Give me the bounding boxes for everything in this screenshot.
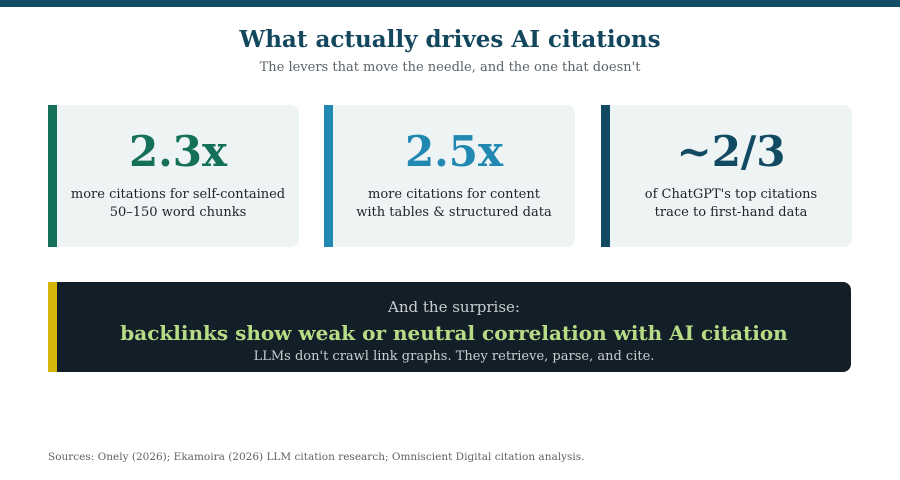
- stat-text: more citations for content: [368, 187, 540, 202]
- card-stripe: [48, 105, 57, 247]
- stat-text: with tables & structured data: [356, 205, 552, 220]
- banner-lead: And the surprise:: [388, 298, 520, 316]
- stat-value: ~2/3: [676, 127, 786, 176]
- stat-text: 50–150 word chunks: [109, 205, 247, 220]
- stat-text: more citations for self-contained: [70, 187, 286, 202]
- top-bar: [0, 0, 900, 7]
- stat-card: ~2/3 of ChatGPT's top citations trace to…: [601, 105, 852, 247]
- surprise-banner: And the surprise: backlinks show weak or…: [48, 282, 851, 372]
- banner-headline: backlinks show weak or neutral correlati…: [120, 321, 788, 345]
- card-stripe: [324, 105, 333, 247]
- banner-note: LLMs don't crawl link graphs. They retri…: [253, 349, 655, 364]
- title: What actually drives AI citations: [239, 26, 661, 53]
- card-stripe: [601, 105, 610, 247]
- stat-value: 2.5x: [404, 127, 504, 176]
- stat-text: of ChatGPT's top citations: [644, 187, 818, 202]
- subtitle: The levers that move the needle, and the…: [259, 60, 641, 75]
- stat-card: 2.3x more citations for self-contained 5…: [48, 105, 299, 247]
- stat-text: trace to first-hand data: [654, 205, 808, 220]
- stat-value: 2.3x: [128, 127, 228, 176]
- banner-stripe: [48, 282, 57, 372]
- stat-card: 2.5x more citations for content with tab…: [324, 105, 575, 247]
- sources: Sources: Onely (2026); Ekamoira (2026) L…: [48, 451, 585, 463]
